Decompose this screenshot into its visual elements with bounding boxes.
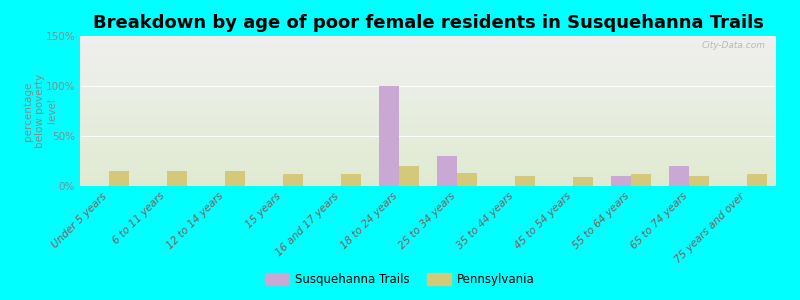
Bar (457, 173, 478, 186)
Bar (341, 174, 362, 186)
Y-axis label: percentage
below poverty
level: percentage below poverty level (23, 74, 57, 148)
Text: City-Data.com: City-Data.com (702, 40, 766, 50)
Title: Breakdown by age of poor female residents in Susquehanna Trails: Breakdown by age of poor female resident… (93, 14, 763, 32)
Bar (225, 171, 246, 186)
Bar (399, 166, 419, 186)
Legend: Susquehanna Trails, Pennsylvania: Susquehanna Trails, Pennsylvania (261, 268, 539, 291)
Bar (669, 166, 689, 186)
Bar (689, 176, 710, 186)
Bar (283, 174, 303, 186)
Bar (378, 86, 399, 186)
Bar (109, 171, 130, 186)
Bar (437, 156, 457, 186)
Bar (610, 176, 631, 186)
Bar (631, 174, 651, 186)
Bar (167, 171, 187, 186)
Bar (573, 177, 594, 186)
Bar (515, 176, 535, 186)
Bar (747, 174, 767, 186)
